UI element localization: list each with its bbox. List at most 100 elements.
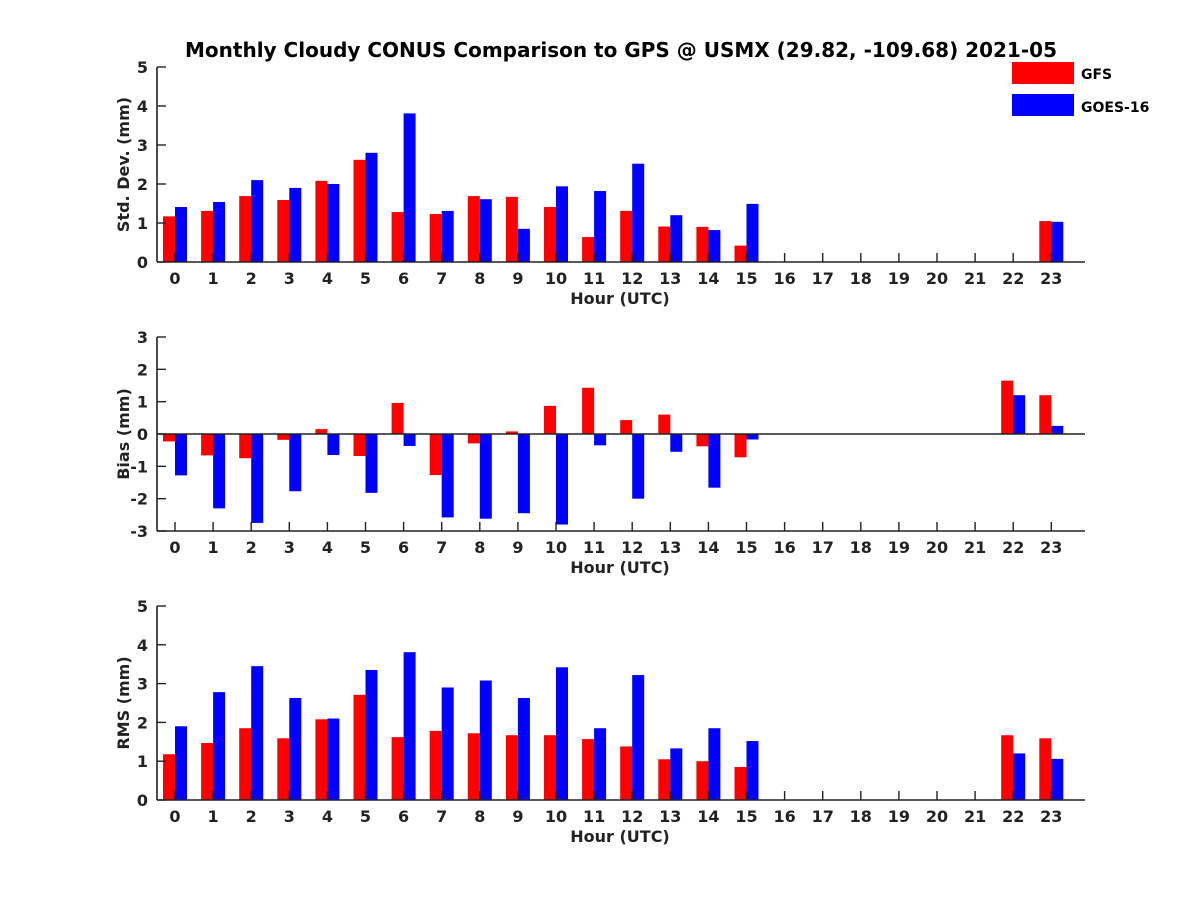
- rms-x-tick-label: 12: [621, 807, 643, 826]
- rms-bar-goes16-5: [365, 670, 378, 800]
- bias-y-axis-label: Bias (mm): [114, 388, 133, 480]
- std-dev-bar-goes16-1: [213, 201, 226, 262]
- std-dev-x-tick-label: 9: [512, 269, 523, 288]
- std-dev-bar-gfs-4: [315, 180, 328, 262]
- bias-y-tick-label: 2: [137, 360, 148, 379]
- std-dev-bar-goes16-12: [632, 163, 645, 262]
- bias-x-tick-label: 12: [621, 538, 643, 557]
- std-dev-x-tick-label: 16: [773, 269, 795, 288]
- std-dev-bar-gfs-2: [239, 196, 252, 262]
- std-dev-bar-gfs-0: [163, 216, 175, 262]
- std-dev-bar-gfs-3: [277, 199, 290, 262]
- bias-bar-goes16-0: [175, 434, 187, 476]
- std-dev-bar-gfs-7: [429, 214, 442, 262]
- rms-bar-gfs-13: [658, 759, 671, 800]
- rms-x-tick-label: 14: [697, 807, 719, 826]
- std-dev-bar-goes16-5: [365, 152, 378, 262]
- bias-bar-goes16-3: [289, 434, 302, 492]
- rms-x-tick-label: 22: [1002, 807, 1024, 826]
- rms-bar-gfs-4: [315, 719, 328, 800]
- rms-bar-goes16-23: [1051, 758, 1064, 800]
- std-dev-bar-gfs-1: [201, 210, 214, 262]
- rms-y-tick-label: 3: [137, 675, 148, 694]
- bias-y-tick-label: 3: [137, 328, 148, 347]
- rms-x-tick-label: 11: [583, 807, 605, 826]
- bias-bar-goes16-4: [327, 434, 340, 456]
- rms-bar-goes16-6: [403, 652, 416, 800]
- std-dev-bar-gfs-15: [734, 245, 747, 262]
- rms-bar-goes16-9: [517, 697, 530, 800]
- bias-bar-goes16-13: [670, 434, 683, 452]
- bias-x-tick-label: 0: [169, 538, 180, 557]
- std-dev-bar-gfs-9: [505, 196, 518, 262]
- std-dev-bar-gfs-8: [467, 196, 480, 262]
- rms-x-tick-label: 3: [284, 807, 295, 826]
- bias-x-tick-label: 21: [964, 538, 986, 557]
- rms-y-tick-label: 4: [137, 636, 148, 655]
- bias-bar-gfs-12: [620, 420, 633, 434]
- rms-bar-goes16-0: [175, 726, 187, 800]
- std-dev-bar-goes16-15: [746, 203, 759, 262]
- std-dev-y-tick-label: 0: [137, 253, 148, 272]
- rms-bar-gfs-23: [1039, 738, 1052, 800]
- bias-x-tick-label: 2: [246, 538, 257, 557]
- std-dev-bar-goes16-0: [175, 207, 187, 262]
- rms-bar-gfs-10: [544, 735, 556, 800]
- std-dev-x-tick-label: 17: [812, 269, 834, 288]
- std-dev-x-tick-label: 6: [398, 269, 409, 288]
- std-dev-bar-gfs-12: [620, 210, 633, 262]
- std-dev-bar-gfs-5: [353, 159, 366, 262]
- std-dev-x-tick-label: 10: [545, 269, 567, 288]
- std-dev-x-tick-label: 2: [246, 269, 257, 288]
- bias-x-tick-label: 11: [583, 538, 605, 557]
- std-dev-bar-goes16-11: [594, 191, 607, 262]
- std-dev-y-tick-label: 4: [137, 97, 148, 116]
- std-dev-x-tick-label: 21: [964, 269, 986, 288]
- std-dev-bar-goes16-6: [403, 113, 416, 262]
- rms-bar-goes16-8: [479, 680, 492, 800]
- bias-x-tick-label: 6: [398, 538, 409, 557]
- rms-bar-goes16-15: [746, 741, 759, 800]
- bias-x-tick-label: 7: [436, 538, 447, 557]
- bias-bar-gfs-2: [239, 434, 252, 459]
- bias-bar-gfs-10: [544, 405, 556, 434]
- bias-x-tick-label: 16: [773, 538, 795, 557]
- bias-y-tick-label: -1: [130, 457, 148, 476]
- std-dev-bar-gfs-23: [1039, 221, 1052, 262]
- rms-x-axis-label: Hour (UTC): [570, 827, 670, 846]
- rms-bar-gfs-11: [582, 739, 595, 800]
- std-dev-x-tick-label: 1: [208, 269, 219, 288]
- rms-bar-goes16-22: [1013, 753, 1026, 800]
- rms-x-tick-label: 1: [208, 807, 219, 826]
- rms-bar-goes16-7: [441, 687, 454, 800]
- rms-x-tick-label: 4: [322, 807, 333, 826]
- bias-bar-gfs-9: [505, 431, 518, 434]
- rms-bar-goes16-2: [251, 666, 264, 800]
- bias-x-tick-label: 5: [360, 538, 371, 557]
- rms-bar-goes16-11: [594, 728, 607, 800]
- std-dev-x-tick-label: 11: [583, 269, 605, 288]
- bias-bar-gfs-22: [1001, 380, 1014, 434]
- bias-bar-gfs-6: [391, 402, 404, 434]
- std-dev-y-tick-label: 3: [137, 136, 148, 155]
- std-dev-bar-gfs-13: [658, 226, 671, 262]
- std-dev-bar-goes16-14: [708, 230, 721, 262]
- bias-bar-goes16-11: [594, 434, 607, 446]
- rms-y-tick-label: 0: [137, 791, 148, 810]
- bias-x-tick-label: 1: [208, 538, 219, 557]
- rms-bar-gfs-0: [163, 754, 175, 800]
- bias-x-tick-label: 15: [735, 538, 757, 557]
- std-dev-x-tick-label: 13: [659, 269, 681, 288]
- rms-bar-gfs-8: [467, 733, 480, 800]
- std-dev-x-tick-label: 7: [436, 269, 447, 288]
- std-dev-x-tick-label: 22: [1002, 269, 1024, 288]
- bias-bar-gfs-23: [1039, 395, 1052, 434]
- bias-x-tick-label: 22: [1002, 538, 1024, 557]
- rms-y-tick-label: 2: [137, 713, 148, 732]
- rms-y-axis-label: RMS (mm): [114, 656, 133, 749]
- rms-bar-gfs-15: [734, 767, 747, 800]
- rms-bar-goes16-3: [289, 697, 302, 800]
